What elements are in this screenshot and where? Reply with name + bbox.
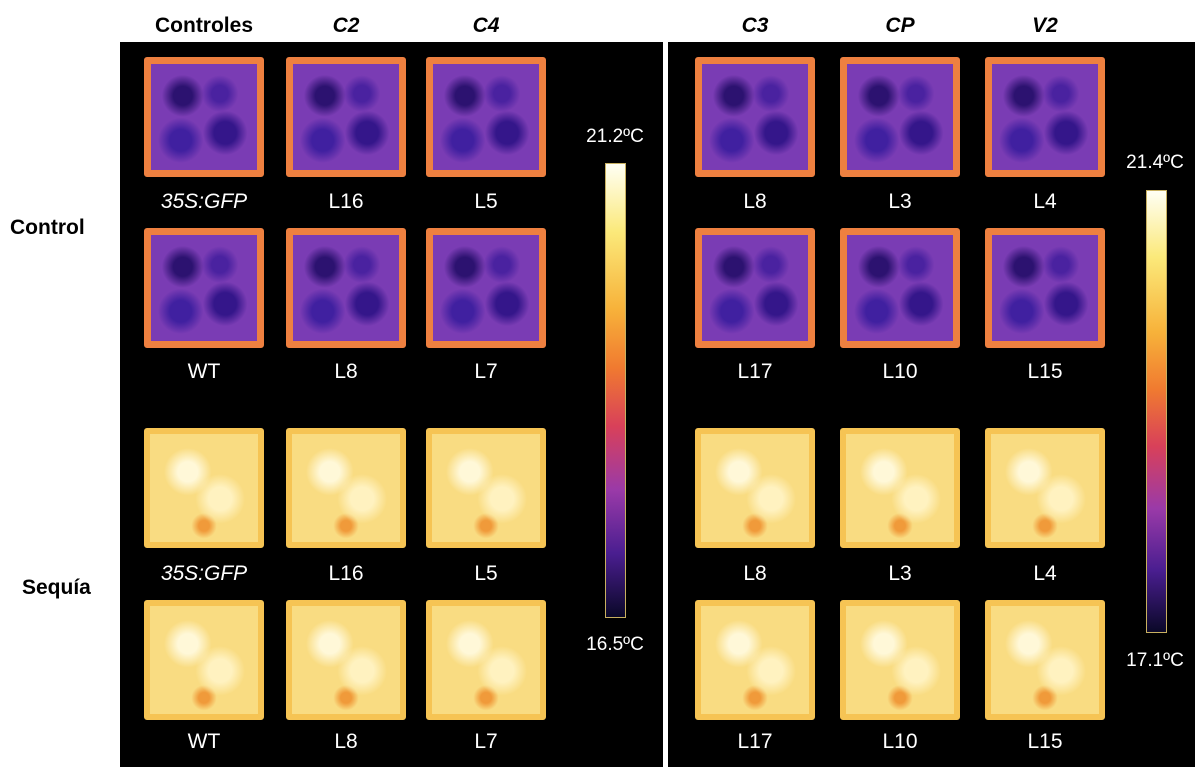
sample-label: L15 [1027, 360, 1062, 384]
thermal-image [144, 228, 264, 348]
thermal-image [840, 600, 960, 720]
sample-label: L5 [474, 190, 497, 214]
thermal-image [426, 228, 546, 348]
thermal-image [286, 228, 406, 348]
sample-label: L7 [474, 360, 497, 384]
row-label: Sequía [22, 576, 91, 600]
thermal-image [144, 600, 264, 720]
sample-label: WT [188, 730, 221, 754]
sample-label: L17 [737, 360, 772, 384]
column-header: C3 [742, 14, 769, 38]
thermal-image [144, 57, 264, 177]
sample-label: L8 [334, 730, 357, 754]
column-header: V2 [1032, 14, 1058, 38]
thermal-image [286, 428, 406, 548]
column-header: C4 [473, 14, 500, 38]
thermal-image [426, 57, 546, 177]
thermal-image [695, 57, 815, 177]
thermal-image [840, 57, 960, 177]
color-bar [605, 163, 626, 618]
sample-label: L16 [328, 190, 363, 214]
sample-label: L8 [743, 562, 766, 586]
sample-label: L8 [743, 190, 766, 214]
sample-label: L7 [474, 730, 497, 754]
thermal-image [840, 428, 960, 548]
thermal-image [985, 228, 1105, 348]
sample-label: L16 [328, 562, 363, 586]
sample-label: L3 [888, 562, 911, 586]
thermal-image [695, 228, 815, 348]
sample-label: 35S:GFP [161, 562, 247, 586]
scale-max: 21.2ºC [586, 126, 644, 148]
thermal-image [695, 428, 815, 548]
sample-label: L10 [882, 360, 917, 384]
sample-label: L10 [882, 730, 917, 754]
thermal-image [426, 428, 546, 548]
thermal-image [985, 57, 1105, 177]
row-label: Control [10, 216, 85, 240]
thermal-image [144, 428, 264, 548]
column-header: CP [885, 14, 914, 38]
thermal-image [426, 600, 546, 720]
sample-label: L8 [334, 360, 357, 384]
scale-min: 17.1ºC [1126, 650, 1184, 672]
thermal-image [695, 600, 815, 720]
sample-label: L17 [737, 730, 772, 754]
scale-min: 16.5ºC [586, 634, 644, 656]
sample-label: L15 [1027, 730, 1062, 754]
sample-label: L3 [888, 190, 911, 214]
sample-label: L4 [1033, 190, 1056, 214]
thermal-image [985, 428, 1105, 548]
sample-label: L5 [474, 562, 497, 586]
column-header: C2 [333, 14, 360, 38]
thermal-image [286, 600, 406, 720]
sample-label: WT [188, 360, 221, 384]
page: Control Sequía 21.2ºC 16.5ºC 21.4ºC 17.1… [0, 0, 1195, 767]
thermal-image [840, 228, 960, 348]
sample-label: L4 [1033, 562, 1056, 586]
column-header: Controles [155, 14, 253, 38]
thermal-image [985, 600, 1105, 720]
scale-max: 21.4ºC [1126, 152, 1184, 174]
thermal-image [286, 57, 406, 177]
color-bar [1146, 190, 1167, 633]
sample-label: 35S:GFP [161, 190, 247, 214]
